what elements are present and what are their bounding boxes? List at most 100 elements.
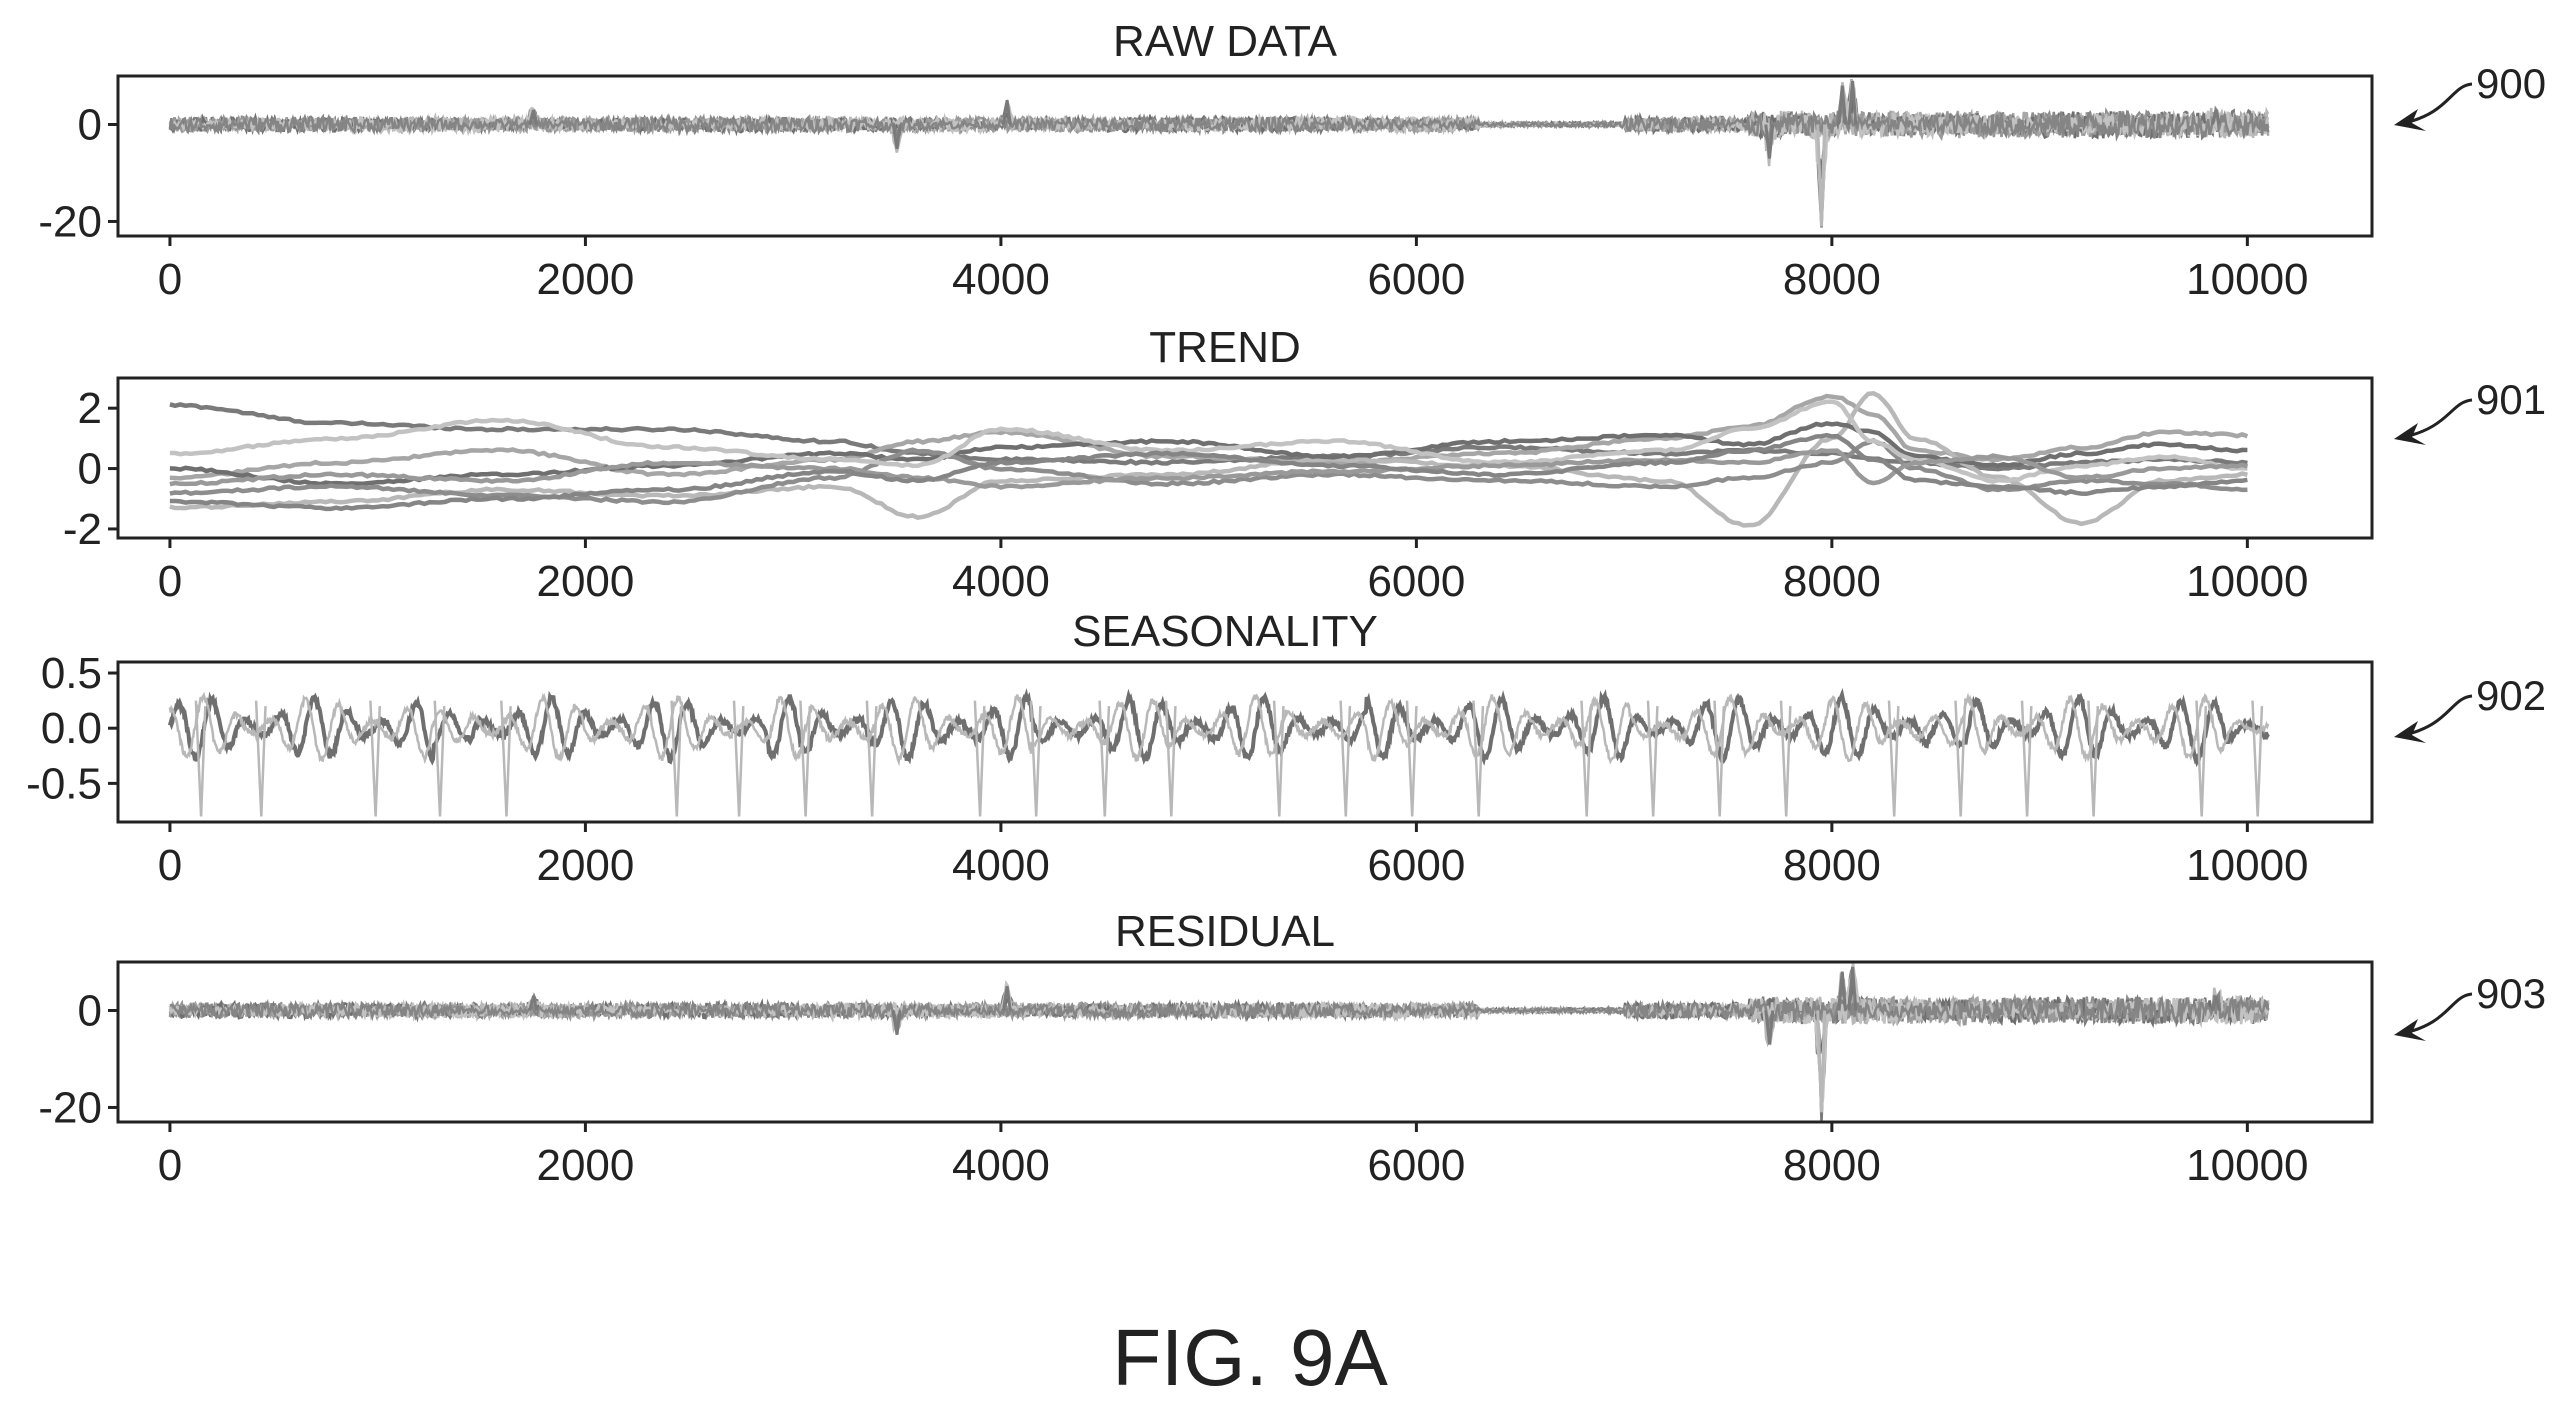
noise-series-line xyxy=(169,986,2270,1027)
seasonality-dip xyxy=(2195,700,2208,817)
seasonality-dip xyxy=(1472,700,1485,817)
event-spike xyxy=(1847,80,1858,125)
x-tick-label: 0 xyxy=(158,1141,182,1190)
y-tick-label: 0 xyxy=(78,100,102,149)
event-spike xyxy=(1001,100,1012,125)
seasonality-dip xyxy=(670,700,683,817)
event-spike xyxy=(1816,1010,1827,1113)
event-spike xyxy=(1001,986,1012,1011)
panel-title: TREND xyxy=(1149,323,1301,372)
x-tick-label: 6000 xyxy=(1367,1141,1465,1190)
x-tick-label: 2000 xyxy=(536,841,634,890)
x-tick-label: 0 xyxy=(158,557,182,606)
y-tick-label: 2 xyxy=(78,384,102,433)
leader-line xyxy=(2399,694,2473,738)
event-spike xyxy=(891,1010,902,1035)
x-tick-label: 8000 xyxy=(1783,841,1881,890)
plot-area xyxy=(167,687,2270,817)
event-spike xyxy=(528,109,539,125)
panel-title: RESIDUAL xyxy=(1115,907,1335,956)
seasonality-dip xyxy=(2020,700,2033,817)
seasonality-dip xyxy=(973,700,986,817)
x-tick-label: 8000 xyxy=(1783,1141,1881,1190)
seasonality-series-line xyxy=(168,691,2270,767)
seasonality-dip xyxy=(500,700,512,817)
leader-line xyxy=(2399,82,2473,126)
x-tick-label: 2000 xyxy=(536,1141,634,1190)
reference-numeral: 900 xyxy=(2476,60,2546,107)
x-tick-label: 10000 xyxy=(2186,841,2308,890)
x-tick-label: 6000 xyxy=(1367,557,1465,606)
seasonality-dip xyxy=(1779,700,1792,817)
axes-frame xyxy=(116,74,2374,238)
x-tick-label: 2000 xyxy=(536,255,634,304)
seasonality-dip xyxy=(1646,700,1659,817)
seasonality-dip xyxy=(1713,700,1726,817)
trend-series-line xyxy=(169,390,2248,528)
seasonality-dip xyxy=(1405,700,1418,817)
x-tick-label: 0 xyxy=(158,255,182,304)
event-spike xyxy=(1837,971,1847,1011)
y-tick-label: 0.0 xyxy=(41,704,102,753)
seasonality-dip xyxy=(2251,700,2264,817)
event-spike xyxy=(1847,966,1858,1011)
y-tick-label: -2 xyxy=(63,505,102,554)
leader-arrowhead xyxy=(2394,721,2426,743)
event-spike xyxy=(1816,124,1827,227)
trend-series-line xyxy=(169,399,2248,484)
event-spike xyxy=(891,124,902,149)
x-tick-label: 4000 xyxy=(952,557,1050,606)
leader-line xyxy=(2399,992,2473,1036)
x-tick-label: 2000 xyxy=(536,557,634,606)
event-spike xyxy=(1764,124,1775,159)
axes-frame xyxy=(116,376,2374,540)
trend-series-line xyxy=(169,432,2248,512)
x-tick-label: 8000 xyxy=(1783,255,1881,304)
x-tick-label: 8000 xyxy=(1783,557,1881,606)
event-spike xyxy=(1837,85,1847,125)
reference-numeral: 901 xyxy=(2476,376,2546,423)
panel-seasonality: SEASONALITY 0 2000 4000 6000 8000 10000 0.5 0.0 -… xyxy=(26,607,2546,890)
trend-series-line xyxy=(169,437,2248,506)
figure-caption: FIG. 9A xyxy=(1112,1313,1388,1402)
x-tick-label: 10000 xyxy=(2186,557,2308,606)
x-tick-label: 6000 xyxy=(1367,255,1465,304)
y-tick-label: 0.5 xyxy=(41,649,102,698)
noise-series-line xyxy=(168,102,2270,150)
x-tick-label: 0 xyxy=(158,841,182,890)
axes-frame xyxy=(116,960,2374,1124)
panel-trend: TREND 0 2000 4000 6000 8000 10000 2 0 -2 901 xyxy=(63,323,2546,606)
seasonality-dip xyxy=(1339,700,1352,817)
leader-arrowhead xyxy=(2394,423,2426,445)
seasonality-series-line xyxy=(167,687,2270,768)
x-tick-label: 10000 xyxy=(2186,255,2308,304)
x-tick-label: 4000 xyxy=(952,841,1050,890)
y-tick-label: -20 xyxy=(38,197,102,246)
y-tick-label: -0.5 xyxy=(26,759,102,808)
seasonality-dip xyxy=(1098,700,1111,817)
event-spike xyxy=(1764,1010,1775,1045)
seasonality-dip xyxy=(433,700,446,817)
seasonality-dip xyxy=(865,700,878,817)
plot-area xyxy=(169,390,2249,528)
seasonality-dip xyxy=(194,700,207,817)
trend-series-line xyxy=(169,447,2249,490)
y-tick-label: 0 xyxy=(78,445,102,494)
leader-arrowhead xyxy=(2394,109,2426,131)
event-spike xyxy=(2211,109,2221,125)
seasonality-dip xyxy=(732,700,745,817)
x-tick-label: 10000 xyxy=(2186,1141,2308,1190)
event-spike xyxy=(528,995,539,1011)
event-spike xyxy=(2211,995,2221,1011)
seasonality-dip xyxy=(1887,700,1900,817)
y-tick-label: 0 xyxy=(78,986,102,1035)
panel-raw-data: RAW DATA 0 2000 4000 6000 8000 10000 0 -20 900 xyxy=(38,17,2546,304)
seasonality-dip xyxy=(1272,700,1285,817)
x-tick-label: 4000 xyxy=(952,255,1050,304)
reference-numeral: 902 xyxy=(2476,672,2546,719)
seasonality-dip xyxy=(1029,700,1042,817)
seasonality-dip xyxy=(1954,700,1967,817)
panel-title: RAW DATA xyxy=(1113,17,1338,66)
